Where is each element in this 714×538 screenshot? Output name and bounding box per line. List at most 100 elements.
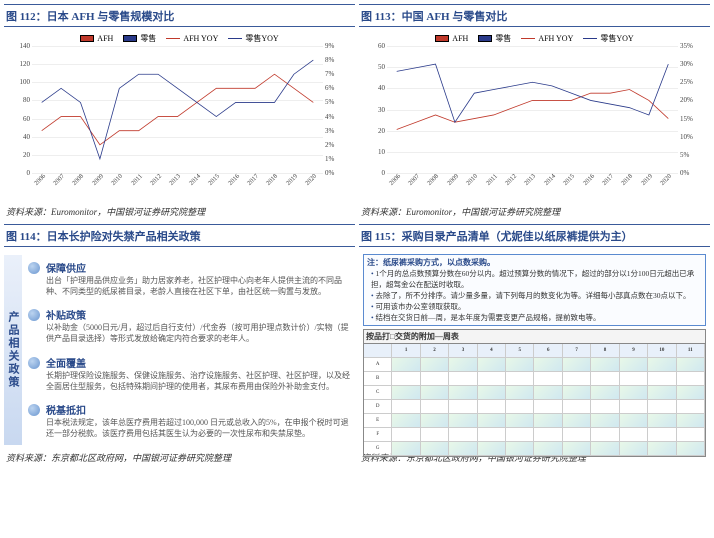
table-cell: 9: [620, 344, 648, 358]
table-cell: 11: [677, 344, 705, 358]
table-cell: [534, 414, 562, 428]
panel-113-source: 资料来源：Euromonitor，中国银河证券研究院整理: [359, 199, 710, 220]
table-cell: [534, 358, 562, 372]
table-cell: [620, 442, 648, 456]
table-cell: [677, 358, 705, 372]
table-cell: [563, 428, 591, 442]
note-item: 可用该市办公室领取获取。: [371, 301, 702, 312]
table-cell: [591, 372, 619, 386]
panel-115: 图 115：采购目录产品清单（尤妮佳以纸尿裤提供为主） 注：纸尿裤采购方式，以点…: [359, 224, 710, 466]
table-cell: [534, 442, 562, 456]
table-cell: [648, 400, 676, 414]
table-cell: [421, 372, 449, 386]
table-cell: [648, 442, 676, 456]
table-cell: [648, 414, 676, 428]
table-cell: [534, 400, 562, 414]
table-cell: [591, 414, 619, 428]
table-cell: [534, 428, 562, 442]
note-title: 注：纸尿裤采购方式，以点数采购。: [367, 257, 702, 268]
table-cell: 8: [591, 344, 619, 358]
table-cell: [506, 414, 534, 428]
table-cell: [506, 442, 534, 456]
table-cell: [563, 400, 591, 414]
panel-113: 图 113：中国 AFH 与零售对比 AFH零售AFH YOY零售YOY 010…: [359, 4, 710, 220]
table-cell: [421, 358, 449, 372]
table-cell: [563, 372, 591, 386]
table-cell: [449, 400, 477, 414]
table-cell: [591, 442, 619, 456]
panel-112-title: 图 112：日本 AFH 与零售规模对比: [4, 5, 355, 27]
bullet-icon: [28, 262, 40, 274]
table-cell: [392, 372, 420, 386]
table-cell: [591, 400, 619, 414]
table-cell: [421, 414, 449, 428]
table-cell: A: [364, 358, 392, 372]
legend-item: AFH: [80, 33, 113, 44]
table-cell: E: [364, 414, 392, 428]
table-cell: [421, 428, 449, 442]
table-cell: [677, 386, 705, 400]
bullet-icon: [28, 404, 40, 416]
note-item: 1个月的总点数预算分数在60分以内。超过预算分数的情况下，超过的部分以1分100…: [371, 268, 702, 290]
table-cell: [506, 386, 534, 400]
table-cell: G: [364, 442, 392, 456]
policy-item: 全面覆盖长期护理保险设施服务、保健设施服务、治疗设施服务、社区护理、社区护理，以…: [28, 355, 353, 393]
table-cell: [506, 358, 534, 372]
table-cell: [421, 442, 449, 456]
table-cell: [591, 358, 619, 372]
table-cell: [506, 400, 534, 414]
panel-114-source: 资料来源：东京都北区政府网，中国银河证券研究院整理: [4, 445, 355, 466]
table-cell: [620, 372, 648, 386]
table-cell: [534, 372, 562, 386]
table-cell: [506, 428, 534, 442]
table-cell: 6: [534, 344, 562, 358]
bullet-icon: [28, 357, 40, 369]
note-item: 去除了，所不分排序。请少量多量，请下列每月的数变化为等。详细每小部真点数在30点…: [371, 290, 702, 301]
product-table-title: 按品打□交货的附加—周表: [364, 330, 705, 344]
table-cell: 3: [449, 344, 477, 358]
table-cell: [677, 442, 705, 456]
table-cell: [478, 400, 506, 414]
table-cell: [478, 386, 506, 400]
table-cell: [620, 428, 648, 442]
table-cell: [563, 386, 591, 400]
table-cell: [392, 358, 420, 372]
legend-item: AFH: [435, 33, 468, 44]
table-cell: [648, 428, 676, 442]
table-cell: 5: [506, 344, 534, 358]
product-list-note: 注：纸尿裤采购方式，以点数采购。 1个月的总点数预算分数在60分以内。超过预算分…: [363, 254, 706, 326]
table-cell: [648, 358, 676, 372]
note-item: 结档在交货日前—周，是本年度为需要变更产品规格，提前致电等。: [371, 312, 702, 323]
table-cell: B: [364, 372, 392, 386]
chart-113-legend: AFH零售AFH YOY零售YOY: [365, 33, 704, 44]
table-cell: 2: [421, 344, 449, 358]
product-list: 注：纸尿裤采购方式，以点数采购。 1个月的总点数预算分数在60分以内。超过预算分…: [359, 251, 710, 445]
panel-112-source: 资料来源：Euromonitor，中国银河证券研究院整理: [4, 199, 355, 220]
table-cell: [620, 400, 648, 414]
table-cell: [392, 442, 420, 456]
table-cell: [449, 414, 477, 428]
table-cell: D: [364, 400, 392, 414]
panel-114: 图 114：日本长护险对失禁产品相关政策 产品相关政策 保障供应出台「护理用品供…: [4, 224, 355, 466]
legend-item: 零售: [123, 33, 156, 44]
table-cell: [449, 428, 477, 442]
panel-113-title: 图 113：中国 AFH 与零售对比: [359, 5, 710, 27]
policy-body: 以补助金（5000日元/月，超过后自行支付）/代金券（按可用护理点数计价）/实物…: [46, 323, 353, 345]
table-cell: [620, 358, 648, 372]
table-cell: [677, 414, 705, 428]
table-cell: [478, 428, 506, 442]
policy-item: 补贴政策以补助金（5000日元/月，超过后自行支付）/代金券（按可用护理点数计价…: [28, 307, 353, 345]
table-cell: [392, 428, 420, 442]
table-cell: [478, 442, 506, 456]
table-cell: [677, 428, 705, 442]
legend-item: 零售YOY: [583, 33, 633, 44]
policy-head: 补贴政策: [46, 307, 353, 322]
policy-item: 税基抵扣日本税法规定，该年总医疗费用若超过100,000 日元或总收入的5%，在…: [28, 402, 353, 440]
table-cell: C: [364, 386, 392, 400]
policy-body: 出台「护理用品供应业务」助力居家养老，社区护理中心向老年人提供主流的不同品种、不…: [46, 276, 353, 298]
table-cell: F: [364, 428, 392, 442]
table-cell: 1: [392, 344, 420, 358]
panel-114-title: 图 114：日本长护险对失禁产品相关政策: [4, 225, 355, 247]
policy-head: 税基抵扣: [46, 402, 353, 417]
table-cell: [677, 372, 705, 386]
